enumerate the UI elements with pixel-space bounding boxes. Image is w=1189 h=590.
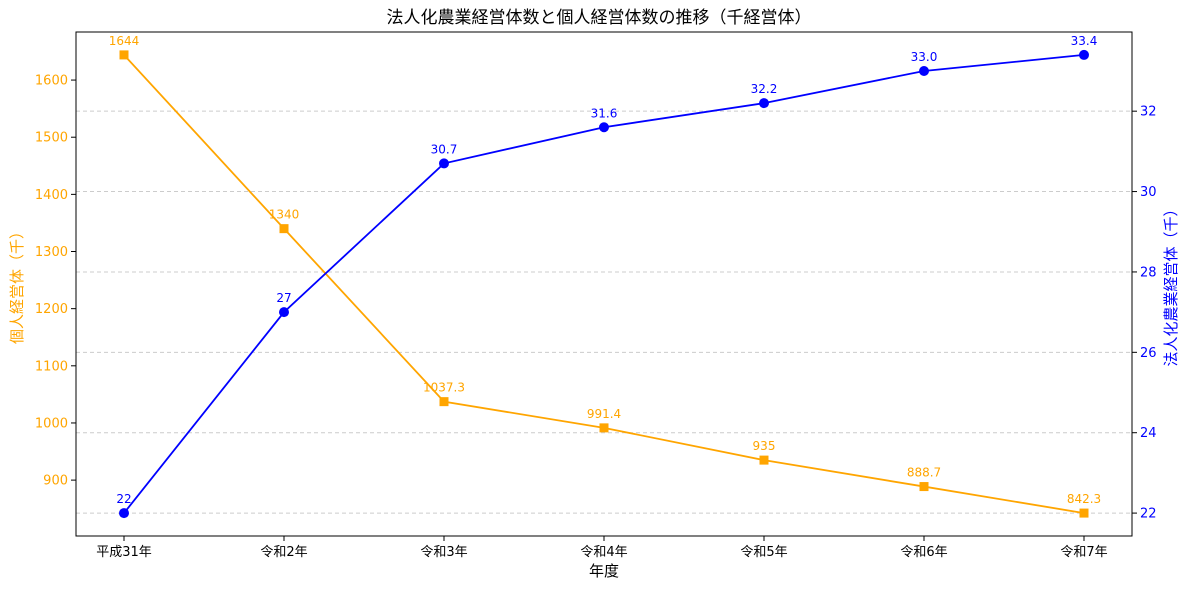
individual-point bbox=[919, 482, 929, 492]
individual-data-label: 1340 bbox=[269, 208, 300, 222]
x-tick-label: 令和3年 bbox=[420, 545, 467, 560]
corporate-data-label: 22 bbox=[116, 492, 131, 506]
y-left-tick-label: 900 bbox=[43, 474, 68, 489]
corporate-point bbox=[1079, 49, 1089, 60]
individual-data-label: 935 bbox=[753, 439, 776, 453]
individual-point bbox=[439, 397, 449, 407]
y-left-tick-label: 1100 bbox=[35, 359, 68, 374]
y-left-tick-label: 1200 bbox=[35, 302, 68, 317]
x-axis-label: 年度 bbox=[589, 562, 619, 580]
individual-point bbox=[1079, 508, 1089, 518]
corporate-point bbox=[119, 508, 129, 519]
x-tick-label: 令和2年 bbox=[260, 545, 307, 560]
individual-point bbox=[119, 50, 129, 60]
y-left-tick-label: 1300 bbox=[35, 245, 68, 260]
y-left-tick-label: 1600 bbox=[35, 74, 68, 89]
y-right-tick-label: 28 bbox=[1140, 265, 1157, 280]
x-axis: 平成31年 令和2年 令和3年 令和4年 令和5年 令和6年 令和7年 bbox=[96, 536, 1108, 560]
grid-layer bbox=[76, 110, 1132, 514]
x-tick-label: 令和7年 bbox=[1060, 545, 1107, 560]
corporate-point bbox=[759, 98, 769, 109]
corporate-data-label: 31.6 bbox=[591, 106, 618, 120]
individual-data-label: 991.4 bbox=[587, 407, 621, 421]
y-left-tick-label: 1400 bbox=[35, 188, 68, 203]
y-right-tick-label: 30 bbox=[1140, 185, 1157, 200]
individual-point bbox=[599, 423, 609, 433]
y-right-tick-label: 26 bbox=[1140, 346, 1157, 361]
corporate-point bbox=[439, 158, 449, 169]
individual-point bbox=[759, 455, 769, 465]
chart-title: 法人化農業経営体数と個人経営体数の推移（千経営体） bbox=[387, 8, 812, 28]
y-right-tick-label: 22 bbox=[1140, 507, 1157, 522]
y-right-axis: 22 24 26 28 30 32 bbox=[1132, 105, 1157, 522]
corporate-data-label: 27 bbox=[276, 291, 291, 305]
y-right-tick-label: 32 bbox=[1140, 105, 1157, 120]
y-left-axis-label: 個人経営体（千） bbox=[8, 224, 26, 344]
x-tick-label: 平成31年 bbox=[96, 545, 152, 560]
corporate-point bbox=[919, 65, 929, 76]
individual-data-label: 888.7 bbox=[907, 466, 941, 480]
corporate-data-label: 32.2 bbox=[751, 82, 778, 96]
individual-data-label: 1037.3 bbox=[423, 381, 465, 395]
corporate-data-label: 33.0 bbox=[911, 50, 938, 64]
y-left-tick-label: 1500 bbox=[35, 131, 68, 146]
individual-data-label: 842.3 bbox=[1067, 492, 1101, 506]
series-layer: 1644 1340 1037.3 991.4 935 888.7 842.3 22 27 30.7… bbox=[109, 34, 1101, 519]
individual-data-label: 1644 bbox=[109, 34, 140, 48]
y-right-tick-label: 24 bbox=[1140, 426, 1157, 441]
x-tick-label: 令和5年 bbox=[740, 545, 787, 560]
corporate-data-label: 30.7 bbox=[431, 142, 458, 156]
x-tick-label: 令和4年 bbox=[580, 545, 627, 560]
y-right-axis-label: 法人化農業経営体（千） bbox=[1162, 201, 1180, 366]
corporate-point bbox=[599, 122, 609, 133]
y-left-axis: 900 1000 1100 1200 1300 1400 1500 1600 bbox=[35, 74, 76, 489]
x-tick-label: 令和6年 bbox=[900, 545, 947, 560]
y-left-tick-label: 1000 bbox=[35, 416, 68, 431]
corporate-point bbox=[279, 307, 289, 318]
corporate-data-label: 33.4 bbox=[1071, 34, 1098, 48]
individual-point bbox=[279, 224, 289, 234]
